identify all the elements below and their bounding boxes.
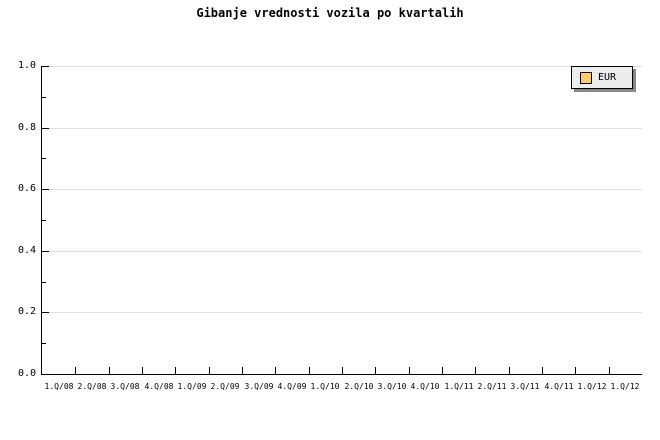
- x-axis-labels: 1.Q/08 2.Q/08 3.Q/08 4.Q/08 1.Q/09 2.Q/09 3.Q/…: [0, 382, 660, 394]
- x-tick-label: 4.Q/09: [277, 382, 307, 391]
- x-axis-tick: [609, 367, 610, 374]
- x-axis-tick: [175, 367, 176, 374]
- y-axis-minor-tick: [42, 97, 46, 98]
- y-tick-label: 1.0: [17, 60, 36, 71]
- legend-series-label: EUR: [598, 71, 617, 83]
- chart-title: Gibanje vrednosti vozila po kvartalih: [196, 6, 464, 20]
- y-axis-minor-tick: [42, 282, 46, 283]
- x-tick-label: 4.Q/11: [544, 382, 574, 391]
- x-axis-tick: [542, 367, 543, 374]
- y-axis-major-tick: [42, 66, 49, 67]
- x-axis-tick: [509, 367, 510, 374]
- x-tick-label: 1.Q/08: [44, 382, 74, 391]
- y-axis-major-tick: [42, 251, 49, 252]
- x-tick-label: 2.Q/08: [77, 382, 107, 391]
- y-axis-major-tick: [42, 128, 49, 129]
- x-tick-label: 2.Q/09: [210, 382, 240, 391]
- x-tick-label: 2.Q/10: [344, 382, 374, 391]
- y-gridline: [42, 66, 642, 67]
- x-tick-label: 1.Q/12: [577, 382, 607, 391]
- x-axis-tick: [109, 367, 110, 374]
- y-tick-label: 0.0: [17, 368, 36, 379]
- x-axis-tick: [375, 367, 376, 374]
- x-tick-label: 3.Q/11: [510, 382, 540, 391]
- y-gridline: [42, 251, 642, 252]
- x-tick-label: 1.Q/11: [444, 382, 474, 391]
- x-axis-tick: [242, 367, 243, 374]
- x-tick-label: 2.Q/11: [477, 382, 507, 391]
- legend-swatch-eur: [580, 71, 592, 84]
- legend: EUR: [571, 66, 633, 89]
- x-tick-label: 1.Q/09: [177, 382, 207, 391]
- y-axis-minor-tick: [42, 158, 46, 159]
- x-axis-tick: [309, 367, 310, 374]
- plot-area: [41, 66, 642, 375]
- x-axis-tick: [209, 367, 210, 374]
- x-tick-label: 3.Q/08: [110, 382, 140, 391]
- y-tick-label: 0.4: [17, 245, 36, 256]
- x-tick-label: 1.Q/12: [610, 382, 640, 391]
- x-axis-tick: [275, 367, 276, 374]
- x-axis-tick: [575, 367, 576, 374]
- y-gridline: [42, 312, 642, 313]
- y-axis-major-tick: [42, 312, 49, 313]
- y-tick-label: 0.6: [17, 183, 36, 194]
- y-axis-minor-tick: [42, 343, 46, 344]
- x-axis-tick: [442, 367, 443, 374]
- x-tick-label: 4.Q/08: [144, 382, 174, 391]
- x-axis-tick: [409, 367, 410, 374]
- x-axis-tick: [75, 367, 76, 374]
- y-tick-label: 0.2: [17, 306, 36, 317]
- x-tick-label: 3.Q/09: [244, 382, 274, 391]
- y-axis-labels: 0.0 0.2 0.4 0.6 0.8 1.0: [0, 0, 41, 440]
- x-axis-tick: [475, 367, 476, 374]
- x-tick-label: 1.Q/10: [310, 382, 340, 391]
- y-tick-label: 0.8: [17, 122, 36, 133]
- x-tick-label: 4.Q/10: [410, 382, 440, 391]
- y-axis-minor-tick: [42, 220, 46, 221]
- y-gridline: [42, 128, 642, 129]
- x-axis-tick: [142, 367, 143, 374]
- y-axis-major-tick: [42, 189, 49, 190]
- x-tick-label: 3.Q/10: [377, 382, 407, 391]
- y-gridline: [42, 189, 642, 190]
- x-axis-tick: [342, 367, 343, 374]
